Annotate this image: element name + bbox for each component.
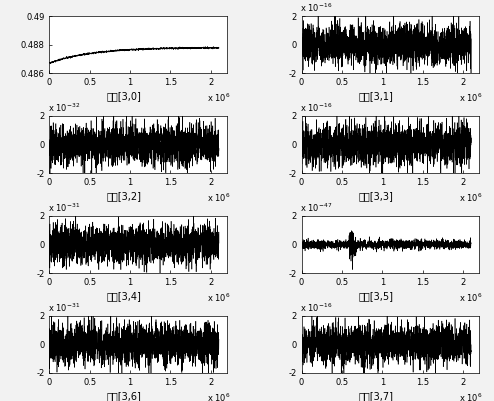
Text: x 10$^6$: x 10$^6$ [459,291,483,304]
Text: 结点[3,1]: 结点[3,1] [359,91,394,101]
Text: x 10$^6$: x 10$^6$ [459,191,483,204]
Text: x 10$^{-31}$: x 10$^{-31}$ [47,201,80,214]
Text: x 10$^6$: x 10$^6$ [459,391,483,401]
Text: 结点[3,5]: 结点[3,5] [359,291,394,301]
Text: 结点[3,4]: 结点[3,4] [107,291,141,301]
Text: 结点[3,7]: 结点[3,7] [359,391,394,401]
Text: x 10$^6$: x 10$^6$ [207,291,231,304]
Text: x 10$^6$: x 10$^6$ [207,191,231,204]
Text: 结点[3,3]: 结点[3,3] [359,191,394,201]
Text: x 10$^{-16}$: x 10$^{-16}$ [300,1,332,14]
Text: x 10$^6$: x 10$^6$ [207,391,231,401]
Text: x 10$^6$: x 10$^6$ [207,91,231,104]
Text: 结点[3,0]: 结点[3,0] [107,91,141,101]
Text: x 10$^{-32}$: x 10$^{-32}$ [47,101,80,114]
Text: 结点[3,2]: 结点[3,2] [107,191,141,201]
Text: 结点[3,6]: 结点[3,6] [107,391,141,401]
Text: x 10$^{-47}$: x 10$^{-47}$ [300,201,332,214]
Text: x 10$^{-16}$: x 10$^{-16}$ [300,101,332,114]
Text: x 10$^{-31}$: x 10$^{-31}$ [47,301,80,314]
Text: x 10$^{-16}$: x 10$^{-16}$ [300,301,332,314]
Text: x 10$^6$: x 10$^6$ [459,91,483,104]
